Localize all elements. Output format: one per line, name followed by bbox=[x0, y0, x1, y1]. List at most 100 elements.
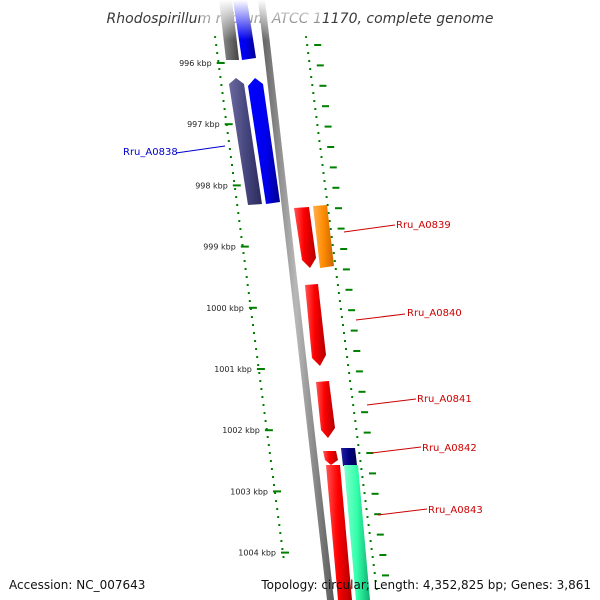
tick-label: 1003 kbp bbox=[230, 487, 268, 496]
minor-tick bbox=[324, 125, 332, 128]
ruler-dot bbox=[351, 396, 354, 398]
genome-summary-text: Topology: circular; Length: 4,352,825 bp… bbox=[261, 578, 591, 592]
ruler-dot bbox=[348, 372, 351, 374]
callout-line-Rru_A0839 bbox=[343, 224, 396, 233]
ruler-dot bbox=[371, 556, 374, 558]
tick-label: 1001 kbp bbox=[214, 365, 252, 374]
ruler-dot bbox=[241, 244, 244, 246]
ruler-dot bbox=[249, 308, 252, 310]
gene-Rru_A0839-red[interactable] bbox=[294, 207, 316, 268]
ruler-dot bbox=[309, 68, 312, 70]
ruler-dot bbox=[242, 252, 245, 254]
minor-tick bbox=[348, 309, 356, 312]
ruler-dot bbox=[224, 116, 227, 118]
ruler-dot bbox=[246, 284, 249, 286]
ruler-dot bbox=[217, 60, 220, 62]
label-Rru_A0838[interactable]: Rru_A0838 bbox=[123, 147, 178, 158]
ruler-dot bbox=[342, 324, 344, 326]
ruler-dot bbox=[252, 324, 254, 326]
gene-Rru_A0838-shadow bbox=[229, 78, 262, 205]
ruler-dot bbox=[344, 340, 346, 342]
minor-tick bbox=[329, 166, 337, 169]
ruler-dot bbox=[375, 588, 378, 590]
ruler-dot bbox=[269, 460, 272, 462]
ruler-dot bbox=[370, 548, 373, 550]
ruler-dot bbox=[307, 52, 310, 54]
ruler-dot bbox=[270, 468, 273, 470]
ruler-dot bbox=[358, 452, 361, 454]
ruler-dot bbox=[313, 100, 316, 102]
ruler-dot bbox=[234, 188, 237, 190]
minor-tick bbox=[327, 146, 335, 148]
ruler-dot bbox=[282, 556, 285, 558]
label-Rru_A0842[interactable]: Rru_A0842 bbox=[422, 443, 477, 454]
ruler-dot bbox=[255, 348, 258, 350]
label-Rru_A0839[interactable]: Rru_A0839 bbox=[396, 220, 451, 231]
gene-Rru_A0842[interactable] bbox=[341, 448, 357, 466]
tick-label: 1004 kbp bbox=[238, 549, 276, 558]
gene-Rru_A0842-red[interactable] bbox=[323, 451, 338, 465]
ruler-dot bbox=[310, 76, 313, 78]
label-Rru_A0841[interactable]: Rru_A0841 bbox=[417, 394, 472, 405]
minor-tick bbox=[350, 329, 358, 332]
ruler-dot bbox=[349, 380, 352, 382]
ruler-dot bbox=[316, 124, 319, 126]
gene-callouts: Rru_A0838 Rru_A0839 Rru_A0840 Rru_A0841 … bbox=[123, 145, 483, 516]
gene-Rru_A0843-red[interactable] bbox=[326, 465, 352, 600]
ruler-dot bbox=[354, 420, 357, 422]
major-tick bbox=[248, 306, 257, 309]
minor-tick bbox=[369, 472, 376, 475]
ruler-dots bbox=[214, 36, 389, 590]
ruler-dot bbox=[373, 572, 376, 574]
ruler-dot bbox=[227, 140, 230, 142]
ruler-dot bbox=[232, 172, 234, 174]
major-tick bbox=[216, 62, 225, 64]
label-Rru_A0843[interactable]: Rru_A0843 bbox=[428, 505, 483, 516]
ruler-dot bbox=[366, 516, 369, 518]
ruler-dot bbox=[272, 476, 274, 478]
ruler-dot bbox=[243, 260, 246, 262]
ruler-dot bbox=[237, 212, 240, 214]
ruler-dot bbox=[267, 444, 270, 446]
ruler-dot bbox=[265, 428, 268, 430]
minor-tick bbox=[345, 288, 353, 291]
ruler-dot bbox=[322, 172, 325, 174]
gene-Rru_A0840[interactable] bbox=[305, 284, 326, 366]
ruler-dot bbox=[220, 84, 223, 86]
ruler-dot bbox=[239, 228, 242, 230]
ruler-dot bbox=[340, 316, 343, 318]
ruler-dot bbox=[226, 132, 229, 134]
tick-label: 998 kbp bbox=[195, 181, 228, 190]
top-fade bbox=[200, 0, 320, 40]
tick-label: 999 kbp bbox=[203, 243, 236, 252]
gene-Rru_A0839[interactable] bbox=[313, 205, 334, 268]
ruler-dot bbox=[329, 228, 332, 230]
gene-Rru_A0841[interactable] bbox=[316, 381, 335, 438]
ruler-dot bbox=[229, 156, 232, 158]
ruler-dot bbox=[258, 372, 261, 374]
callout-line-Rru_A0843 bbox=[377, 508, 428, 516]
scale-ticks: 996 kbp 997 kbp 998 kbp 999 kbp 1000 kbp 1001… bbox=[179, 59, 289, 558]
minor-tick bbox=[355, 370, 363, 373]
genome-backbone bbox=[258, 0, 334, 600]
ruler-dot bbox=[315, 116, 318, 118]
ruler-dot bbox=[218, 68, 221, 70]
ruler-dot bbox=[273, 484, 275, 486]
ruler-dot bbox=[240, 236, 243, 238]
minor-tick bbox=[342, 268, 350, 271]
gene-Rru_A0838[interactable] bbox=[248, 78, 280, 204]
ruler-dot bbox=[247, 292, 250, 294]
ruler-dot bbox=[339, 308, 342, 310]
ruler-dot bbox=[347, 364, 350, 366]
major-tick bbox=[281, 551, 289, 554]
gene-Rru_A0843[interactable] bbox=[344, 465, 370, 600]
ruler-dot bbox=[219, 76, 222, 78]
ruler-dot bbox=[369, 540, 372, 542]
ruler-dot bbox=[266, 436, 269, 438]
minor-tick bbox=[358, 390, 366, 393]
ruler-dot bbox=[281, 548, 284, 550]
ruler-dot bbox=[328, 220, 331, 222]
ruler-dot bbox=[332, 252, 335, 254]
ruler-dot bbox=[364, 500, 367, 502]
label-Rru_A0840[interactable]: Rru_A0840 bbox=[407, 308, 462, 319]
